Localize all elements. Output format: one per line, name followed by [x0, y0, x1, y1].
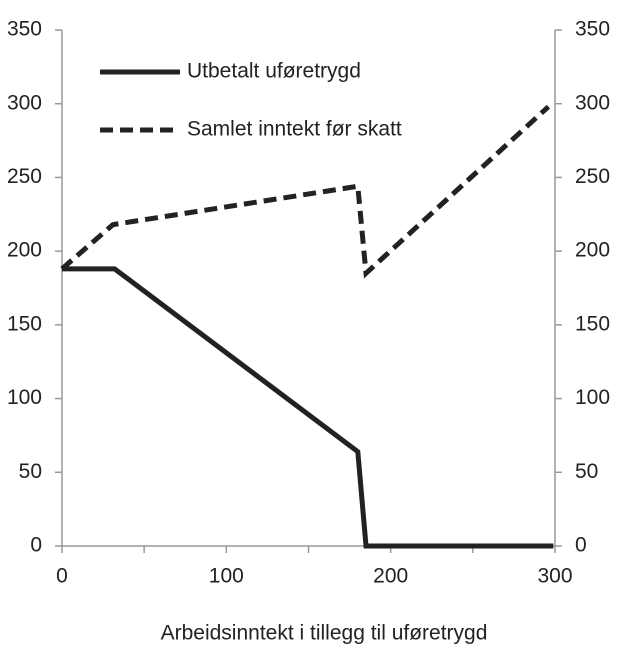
y-tick-label: 0: [30, 534, 42, 557]
y2-tick-label: 300: [575, 91, 610, 114]
y2-tick-label: 50: [575, 460, 598, 483]
line-series: [60, 104, 551, 279]
legend-label: Utbetalt uføretrygd: [187, 60, 361, 83]
y2-tick-label: 350: [575, 18, 610, 41]
y-tick-label: 50: [19, 460, 42, 483]
y-tick-label: 100: [7, 386, 42, 409]
x-tick-label: 0: [56, 565, 68, 588]
y-tick-label: 150: [7, 312, 42, 335]
x-tick-label: 300: [537, 565, 572, 588]
y-tick-label: 350: [7, 18, 42, 41]
x-tick-label: 100: [209, 565, 244, 588]
y2-tick-label: 0: [575, 534, 587, 557]
y2-tick-label: 100: [575, 386, 610, 409]
x-tick-label: 200: [373, 565, 408, 588]
y-tick-label: 300: [7, 91, 42, 114]
y2-tick-label: 150: [575, 312, 610, 335]
line-series: [62, 266, 554, 549]
y2-tick-label: 250: [575, 165, 610, 188]
y-tick-label: 200: [7, 239, 42, 262]
y2-tick-label: 200: [575, 239, 610, 262]
x-axis-title: Arbeidsinntekt i tillegg til uføretrygd: [161, 622, 488, 645]
legend-label: Samlet inntekt før skatt: [187, 118, 402, 141]
y-tick-label: 250: [7, 165, 42, 188]
